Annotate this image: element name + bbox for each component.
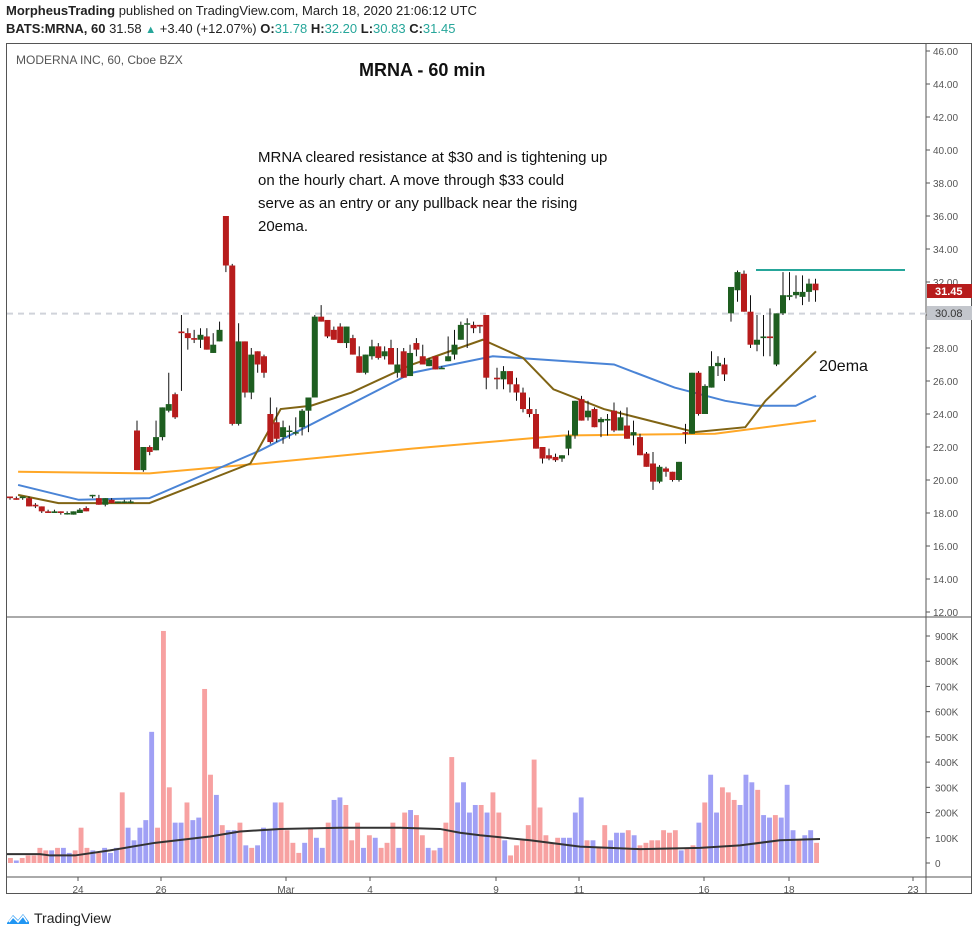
volume-axis: 900K 800K 700K 600K 500K 400K 300K 200K 100K 0 xyxy=(926,632,959,870)
high-value: 32.20 xyxy=(324,21,358,36)
time-tick: Mar xyxy=(277,885,295,896)
last-price: 31.58 xyxy=(109,21,142,36)
brand-name: TradingView xyxy=(34,910,112,926)
volume-ma-line xyxy=(7,826,821,857)
author-name[interactable]: MorpheusTrading xyxy=(6,3,116,18)
tradingview-logo[interactable]: TradingView xyxy=(6,910,111,926)
level-badge xyxy=(927,306,972,320)
published-text: published on TradingView.com, March 18, … xyxy=(118,3,477,18)
high-label: H: xyxy=(310,21,325,36)
time-tick: 11 xyxy=(574,885,585,896)
price-tick: 28.00 xyxy=(933,344,958,355)
time-tick: 9 xyxy=(493,885,499,896)
volume-tick: 500K xyxy=(935,733,959,744)
time-tick: 16 xyxy=(698,885,710,896)
volume-tick: 800K xyxy=(935,657,959,668)
ema-label: 20ema xyxy=(819,358,868,375)
price-tick: 18.00 xyxy=(933,509,958,520)
time-axis[interactable]: 24 26 Mar 4 9 11 16 18 23 xyxy=(72,877,919,896)
publish-header: MorpheusTrading published on TradingView… xyxy=(6,3,477,18)
ema20-line xyxy=(17,338,817,505)
volume-tick: 100K xyxy=(935,834,959,845)
symbol: BATS:MRNA, 60 xyxy=(6,21,106,36)
price-tick: 24.00 xyxy=(933,410,958,421)
price-axis[interactable]: 46.00 44.00 42.00 40.00 38.00 36.00 34.00 32.00… xyxy=(926,47,958,619)
note-line: on the hourly chart. A move through $33 … xyxy=(258,172,564,189)
price-tick: 26.00 xyxy=(933,377,958,388)
time-tick: 23 xyxy=(907,885,919,896)
volume-tick: 700K xyxy=(935,682,959,693)
chart-legend: MODERNA INC, 60, Cboe BZX xyxy=(16,53,183,67)
volume-tick: 400K xyxy=(935,758,959,769)
time-tick: 4 xyxy=(367,885,373,896)
up-triangle-icon: ▲ xyxy=(145,24,157,36)
price-tick: 46.00 xyxy=(933,47,958,58)
price-tick: 42.00 xyxy=(933,113,958,124)
price-tick: 44.00 xyxy=(933,80,958,91)
symbol-quote-line: BATS:MRNA, 60 31.58 ▲ +3.40 (+12.07%) O:… xyxy=(6,21,455,36)
note-line: 20ema. xyxy=(258,218,308,235)
chart-frame xyxy=(6,43,972,894)
price-tick: 36.00 xyxy=(933,212,958,223)
price-change: +3.40 (+12.07%) xyxy=(159,21,257,36)
low-label: L: xyxy=(360,21,374,36)
time-tick: 18 xyxy=(783,885,795,896)
price-tick: 16.00 xyxy=(933,542,958,553)
volume-tick: 900K xyxy=(935,632,959,643)
open-label: O: xyxy=(260,21,275,36)
price-tick: 32.00 xyxy=(933,278,958,289)
volume-tick: 300K xyxy=(935,783,959,794)
close-value: 31.45 xyxy=(422,21,456,36)
price-tick: 14.00 xyxy=(933,575,958,586)
price-tick: 38.00 xyxy=(933,179,958,190)
ema200-line xyxy=(18,419,817,475)
volume-tick: 0 xyxy=(935,859,941,870)
volume-tick: 200K xyxy=(935,809,959,820)
time-tick: 26 xyxy=(155,885,167,896)
price-tick: 20.00 xyxy=(933,476,958,487)
note-line: MRNA cleared resistance at $30 and is ti… xyxy=(258,149,607,166)
price-tick: 12.00 xyxy=(933,608,958,619)
price-tick: 22.00 xyxy=(933,443,958,454)
low-value: 30.83 xyxy=(373,21,406,36)
chart-title: MRNA - 60 min xyxy=(359,60,485,80)
candlesticks xyxy=(7,216,819,515)
close-label: C: xyxy=(409,21,423,36)
price-tick: 34.00 xyxy=(933,245,958,256)
last-price-badge xyxy=(927,284,972,298)
last-price-badge-text: 31.45 xyxy=(935,286,963,298)
note-line: serve as an entry or any pullback near t… xyxy=(258,195,577,212)
time-tick: 24 xyxy=(72,885,84,896)
price-tick: 40.00 xyxy=(933,146,958,157)
level-badge-text: 30.08 xyxy=(935,308,963,320)
open-value: 31.78 xyxy=(274,21,308,36)
analysis-note: MRNA cleared resistance at $30 and is ti… xyxy=(258,149,607,235)
volume-tick: 600K xyxy=(935,708,959,719)
tradingview-cloud-icon xyxy=(7,914,29,924)
